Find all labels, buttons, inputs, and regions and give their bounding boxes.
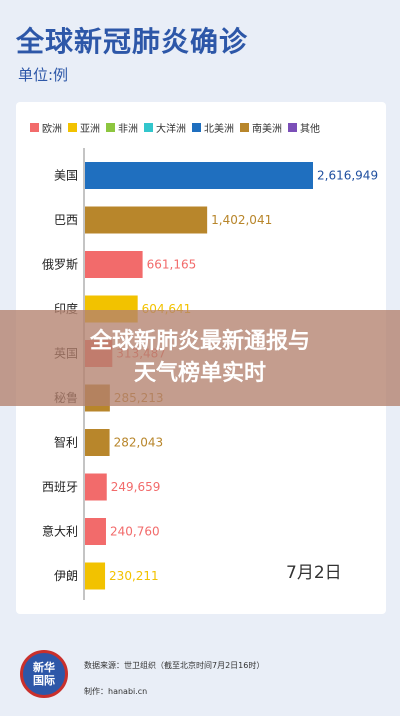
headline-line-2: 天气榜单实时 [133,361,266,386]
category-label: 俄罗斯 [42,258,78,272]
legend-label: 南美洲 [252,124,282,135]
data-source: 数据来源：世卫组织（截至北京时间7月2日16时） [84,661,265,670]
legend-item: 其他 [288,120,320,135]
chart-title: 全球新冠肺炎确诊 [16,25,249,58]
legend-label: 亚洲 [80,124,100,135]
legend: 欧洲 亚洲 非洲 大洋洲 北美洲 南美洲 其他 [30,120,380,135]
value-label: 1,402,041 [211,213,272,227]
legend-label: 大洋洲 [156,124,186,135]
legend-swatch [30,123,39,132]
bar [85,518,106,545]
legend-label: 非洲 [118,124,138,135]
bar [85,562,106,590]
date-annotation: 7月2日 [286,563,342,583]
headline-line-1: 全球新肺炎最新通报与 [89,329,310,354]
legend-swatch [192,123,201,132]
category-label: 美国 [54,169,78,183]
value-label: 240,760 [110,525,160,539]
bar [85,162,313,189]
legend-item: 大洋洲 [144,120,186,135]
maker-credit: 制作：hanabi.cn [84,687,148,696]
legend-swatch [106,123,115,132]
value-label: 2,616,949 [317,169,378,183]
legend-item: 亚洲 [68,120,100,135]
value-label: 282,043 [114,436,164,450]
bar [85,206,208,234]
logo-line-2: 国际 [33,674,55,687]
value-label: 249,659 [111,480,161,494]
legend-label: 欧洲 [42,124,62,135]
headline: 全球新肺炎最新通报与 天气榜单实时 [0,326,400,390]
legend-swatch [144,123,153,132]
legend-swatch [288,123,297,132]
legend-item: 非洲 [106,120,138,135]
legend-label: 其他 [300,124,320,135]
bar [85,429,110,456]
unit-label: 单位:例 [18,66,69,84]
bar [85,251,143,278]
legend-swatch [68,123,77,132]
category-label: 伊朗 [54,569,78,583]
category-label: 西班牙 [42,480,78,494]
legend-item: 北美洲 [192,120,234,135]
headline-overlay [0,310,400,406]
logo-line-1: 新华 [33,661,55,674]
legend-label: 北美洲 [204,124,234,135]
value-label: 230,211 [109,569,159,583]
category-label: 智利 [54,435,78,450]
legend-swatch [240,123,249,132]
category-label: 意大利 [42,524,78,539]
value-label: 661,165 [147,258,197,272]
legend-item: 欧洲 [30,120,62,135]
legend-item: 南美洲 [240,120,282,135]
bar [85,473,107,501]
category-label: 巴西 [54,213,78,227]
xinhua-logo: 新华 国际 [20,650,68,698]
